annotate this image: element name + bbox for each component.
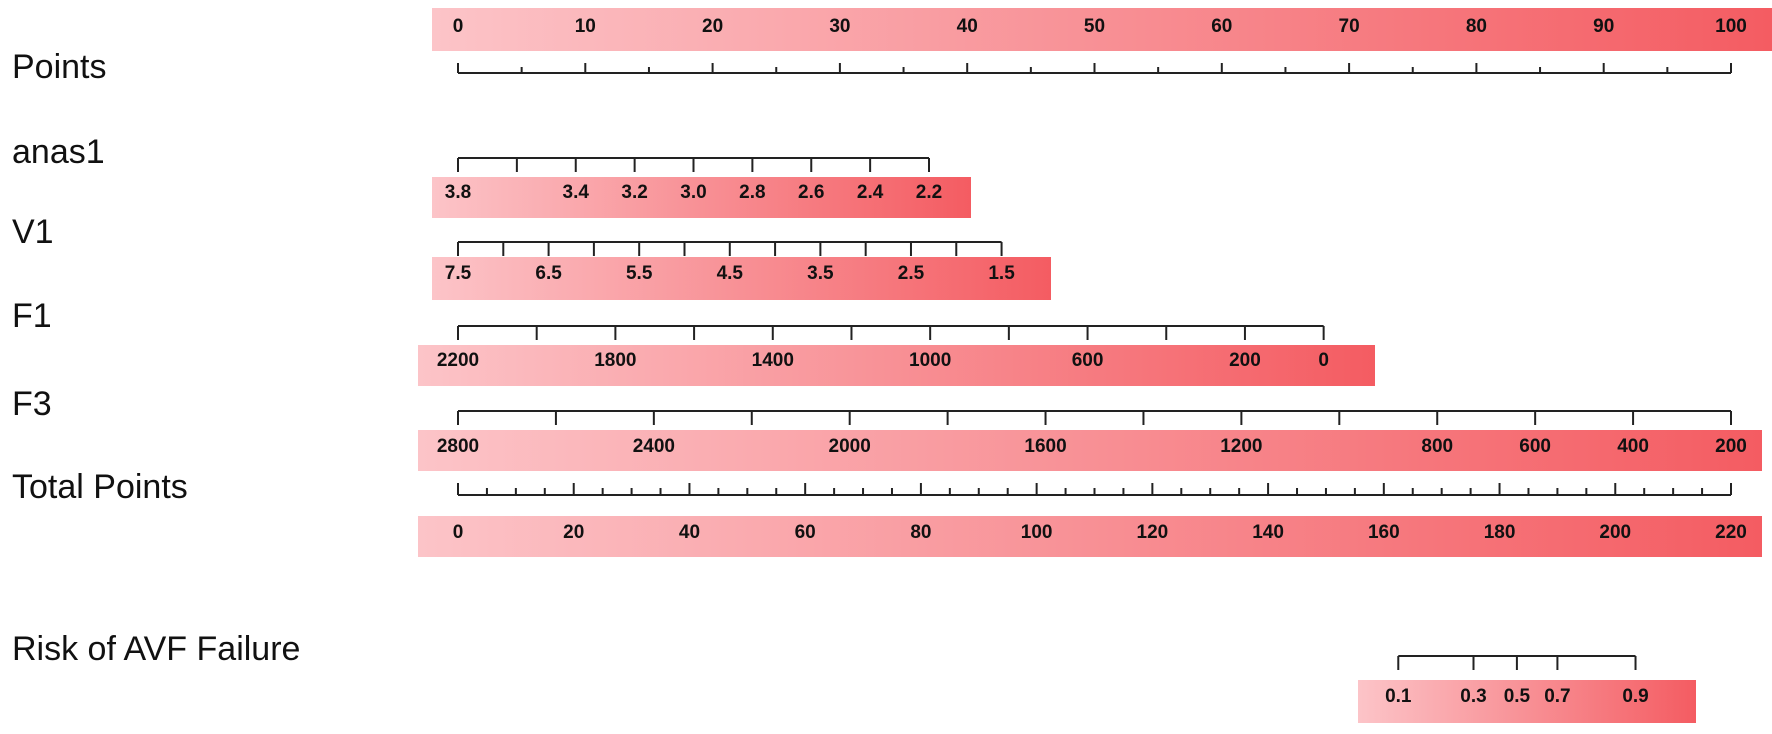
tick-label-anas1: 3.2 bbox=[621, 182, 647, 203]
tick-label-f3: 2400 bbox=[633, 436, 675, 457]
tick-label-v1: 1.5 bbox=[988, 263, 1015, 284]
scale-band-f3 bbox=[418, 430, 1762, 471]
tick-label-v1: 2.5 bbox=[898, 263, 925, 284]
tick-label-total-points: 100 bbox=[1021, 522, 1053, 543]
nomogram-row-points: Points 0 10 20 30 40 50 60 70 80 90 100 bbox=[12, 8, 1772, 86]
tick-label-total-points: 60 bbox=[795, 522, 816, 543]
row-label-anas1: anas1 bbox=[12, 133, 105, 171]
tick-label-risk-of-avf-failure: 0.5 bbox=[1504, 686, 1531, 707]
tick-label-points: 0 bbox=[453, 16, 464, 37]
tick-label-f3: 2800 bbox=[437, 436, 479, 457]
tick-label-risk-of-avf-failure: 0.7 bbox=[1544, 686, 1570, 707]
tick-label-total-points: 140 bbox=[1252, 522, 1284, 543]
tick-label-f1: 0 bbox=[1318, 350, 1329, 371]
tick-label-v1: 6.5 bbox=[535, 263, 562, 284]
tick-label-v1: 5.5 bbox=[626, 263, 653, 284]
tick-label-f1: 1400 bbox=[752, 350, 794, 371]
tick-label-anas1: 2.4 bbox=[857, 182, 884, 203]
tick-label-anas1: 2.8 bbox=[739, 182, 765, 203]
scale-band-v1 bbox=[432, 257, 1051, 300]
chart-plot-area: Points 0 10 20 30 40 50 60 70 80 90 100 anas1 3.8 3.4 3… bbox=[12, 8, 1772, 723]
row-label-f3: F3 bbox=[12, 385, 52, 423]
tick-label-v1: 3.5 bbox=[807, 263, 834, 284]
scale-band-risk-of-avf-failure bbox=[1358, 680, 1696, 723]
row-label-v1: V1 bbox=[12, 213, 54, 251]
nomogram-row-v1: V1 7.5 6.5 5.5 4.5 3.5 2.5 1.5 bbox=[12, 213, 1051, 300]
tick-label-total-points: 120 bbox=[1137, 522, 1169, 543]
row-label-points: Points bbox=[12, 48, 107, 86]
tick-label-anas1: 2.2 bbox=[916, 182, 942, 203]
nomogram-row-f3: F3 2800 2400 2000 1600 1200 800 600 400 200 bbox=[12, 385, 1762, 471]
tick-label-risk-of-avf-failure: 0.1 bbox=[1385, 686, 1412, 707]
tick-label-total-points: 0 bbox=[453, 522, 464, 543]
tick-label-points: 30 bbox=[829, 16, 850, 37]
tick-label-f3: 1200 bbox=[1220, 436, 1262, 457]
row-label-f1: F1 bbox=[12, 297, 52, 335]
tick-label-points: 20 bbox=[702, 16, 723, 37]
scale-band-f1 bbox=[418, 345, 1375, 386]
nomogram-row-total-points: Total Points 0 20 40 60 80 100 120 140 160 180 200 2… bbox=[12, 468, 1762, 557]
tick-label-f1: 2200 bbox=[437, 350, 479, 371]
tick-label-anas1: 3.8 bbox=[445, 182, 471, 203]
nomogram-row-risk-of-avf-failure: Risk of AVF Failure 0.1 0.3 0.5 0.7 0.9 bbox=[12, 630, 1696, 723]
scale-band-anas1 bbox=[432, 177, 971, 218]
tick-label-f1: 600 bbox=[1072, 350, 1104, 371]
tick-label-points: 10 bbox=[575, 16, 596, 37]
tick-label-total-points: 20 bbox=[563, 522, 584, 543]
tick-label-f3: 1600 bbox=[1024, 436, 1066, 457]
tick-label-f1: 1000 bbox=[909, 350, 951, 371]
tick-label-total-points: 180 bbox=[1484, 522, 1516, 543]
nomogram-row-anas1: anas1 3.8 3.4 3.2 3.0 2.8 2.6 2.4 2.2 bbox=[12, 133, 971, 218]
tick-label-points: 70 bbox=[1339, 16, 1360, 37]
tick-label-points: 60 bbox=[1211, 16, 1232, 37]
tick-label-f1: 200 bbox=[1229, 350, 1261, 371]
tick-label-v1: 7.5 bbox=[445, 263, 472, 284]
tick-label-anas1: 2.6 bbox=[798, 182, 824, 203]
scale-band-points bbox=[432, 8, 1772, 51]
tick-label-anas1: 3.4 bbox=[563, 182, 590, 203]
tick-label-f3: 2000 bbox=[829, 436, 871, 457]
tick-label-f3: 400 bbox=[1617, 436, 1649, 457]
tick-label-total-points: 160 bbox=[1368, 522, 1400, 543]
tick-label-points: 90 bbox=[1593, 16, 1614, 37]
scale-band-total-points bbox=[418, 516, 1762, 557]
tick-label-points: 100 bbox=[1715, 16, 1747, 37]
tick-label-points: 40 bbox=[957, 16, 978, 37]
tick-label-risk-of-avf-failure: 0.9 bbox=[1622, 686, 1648, 707]
row-label-risk-of-avf-failure: Risk of AVF Failure bbox=[12, 630, 300, 668]
tick-label-v1: 4.5 bbox=[717, 263, 744, 284]
tick-label-points: 50 bbox=[1084, 16, 1105, 37]
tick-label-anas1: 3.0 bbox=[680, 182, 706, 203]
tick-label-risk-of-avf-failure: 0.3 bbox=[1460, 686, 1486, 707]
tick-label-f3: 600 bbox=[1519, 436, 1551, 457]
tick-label-points: 80 bbox=[1466, 16, 1487, 37]
tick-label-total-points: 80 bbox=[910, 522, 931, 543]
tick-label-total-points: 40 bbox=[679, 522, 700, 543]
tick-label-total-points: 220 bbox=[1715, 522, 1747, 543]
row-label-total-points: Total Points bbox=[12, 468, 188, 506]
tick-label-f3: 800 bbox=[1421, 436, 1453, 457]
tick-label-f3: 200 bbox=[1715, 436, 1747, 457]
tick-label-f1: 1800 bbox=[594, 350, 636, 371]
tick-label-total-points: 200 bbox=[1599, 522, 1631, 543]
nomogram-row-f1: F1 2200 1800 1400 1000 600 200 0 bbox=[12, 297, 1375, 386]
